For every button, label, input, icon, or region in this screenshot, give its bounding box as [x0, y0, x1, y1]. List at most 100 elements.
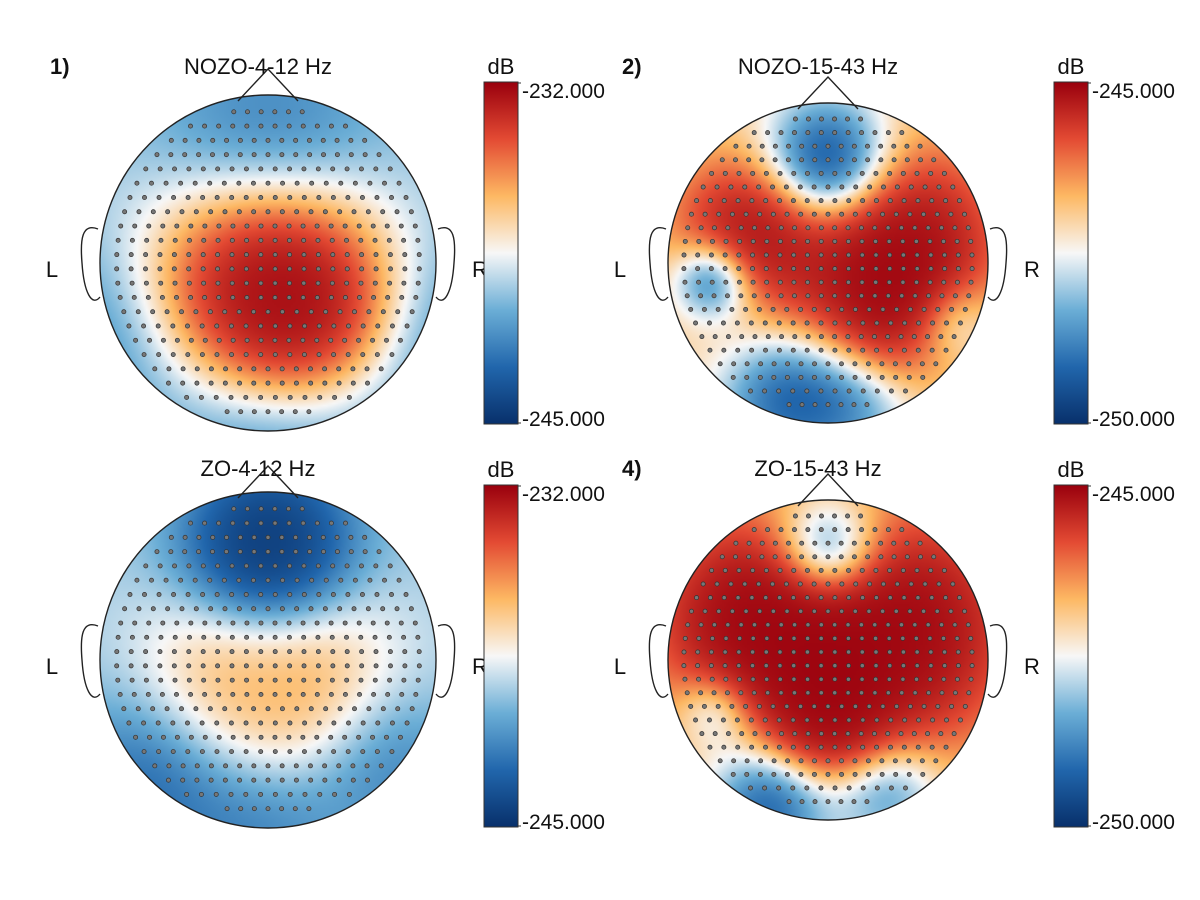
electrode	[818, 279, 824, 285]
electrode	[926, 293, 932, 299]
electrode	[757, 211, 763, 217]
electrode	[279, 309, 285, 315]
electrode	[166, 763, 172, 769]
electrode	[845, 676, 851, 682]
electrode	[832, 690, 838, 696]
electrode	[719, 157, 725, 163]
electrode	[272, 663, 278, 669]
electrode	[412, 223, 418, 229]
electrode	[265, 137, 271, 143]
electrode	[955, 252, 961, 258]
electrode	[286, 620, 292, 626]
electrode	[749, 347, 755, 353]
electrode	[891, 554, 897, 560]
electrode	[245, 506, 250, 512]
electrode	[142, 195, 147, 200]
electrode	[336, 366, 342, 372]
electrode	[182, 152, 188, 158]
electrode	[893, 211, 899, 217]
electrode	[168, 137, 174, 143]
electrode	[373, 266, 379, 272]
electrode	[174, 223, 180, 229]
electrode	[779, 334, 784, 340]
electrode	[901, 595, 907, 601]
electrode	[258, 109, 264, 115]
electrode	[272, 734, 278, 740]
electrode	[736, 567, 742, 573]
electrode	[845, 225, 851, 231]
electrode	[330, 266, 336, 272]
electrode	[906, 361, 912, 367]
electrode	[825, 540, 831, 546]
electrode	[955, 663, 961, 669]
electrode	[933, 758, 939, 764]
electrode	[387, 649, 393, 655]
electrode	[202, 223, 208, 229]
electrode	[307, 152, 313, 158]
electrode	[237, 549, 243, 555]
electrode	[805, 170, 810, 176]
electrode	[265, 577, 271, 583]
electrode	[759, 554, 765, 560]
electrode	[906, 374, 912, 380]
right-side-label: R	[1024, 654, 1040, 679]
electrode	[279, 152, 285, 158]
electrode	[791, 170, 797, 176]
electrode	[891, 143, 897, 149]
electrode	[413, 691, 419, 697]
electrode	[358, 634, 364, 640]
panel-title: NOZO-4-12 Hz	[184, 54, 332, 79]
electrode	[178, 180, 184, 186]
electrode	[202, 123, 208, 129]
electrode	[332, 394, 338, 400]
electrode	[771, 758, 777, 764]
electrode	[345, 352, 351, 358]
electrode	[359, 649, 365, 655]
electrode	[887, 252, 893, 258]
electrode	[894, 703, 900, 709]
electrode	[873, 649, 879, 655]
electrode	[185, 352, 191, 358]
electrode	[750, 649, 756, 655]
electrode	[286, 123, 292, 129]
electrode	[750, 238, 756, 244]
electrode	[752, 731, 758, 737]
electrode	[402, 663, 408, 669]
electrode	[172, 237, 178, 243]
electrode	[308, 763, 313, 769]
electrode	[352, 309, 357, 315]
electrode	[134, 180, 140, 186]
electrode	[316, 749, 322, 755]
electrode	[770, 211, 776, 217]
electrode	[358, 237, 364, 243]
electrode	[272, 691, 278, 697]
electrode	[786, 143, 791, 149]
electrode	[696, 279, 702, 285]
electrode	[144, 634, 150, 640]
colorbar-gradient	[1053, 81, 1089, 425]
electrode	[129, 280, 135, 286]
electrode	[165, 209, 171, 215]
electrode	[790, 785, 796, 791]
electrode	[765, 130, 771, 136]
electrode	[279, 549, 285, 555]
electrode	[872, 334, 877, 340]
electrode	[832, 225, 838, 231]
electrode	[293, 534, 299, 540]
electrode	[733, 554, 738, 560]
electrode	[721, 347, 727, 353]
electrode	[770, 581, 775, 587]
electrode	[186, 266, 192, 272]
electrode	[749, 744, 755, 750]
left-side-label: L	[614, 257, 626, 282]
electrode	[316, 720, 322, 726]
electrode	[859, 266, 865, 272]
electrode	[328, 520, 334, 526]
electrode	[715, 703, 721, 709]
electrode	[885, 334, 891, 340]
electrode	[888, 388, 894, 394]
electrode	[198, 791, 204, 797]
electrode	[899, 293, 905, 299]
electrode	[359, 166, 364, 172]
electrode	[122, 209, 128, 215]
